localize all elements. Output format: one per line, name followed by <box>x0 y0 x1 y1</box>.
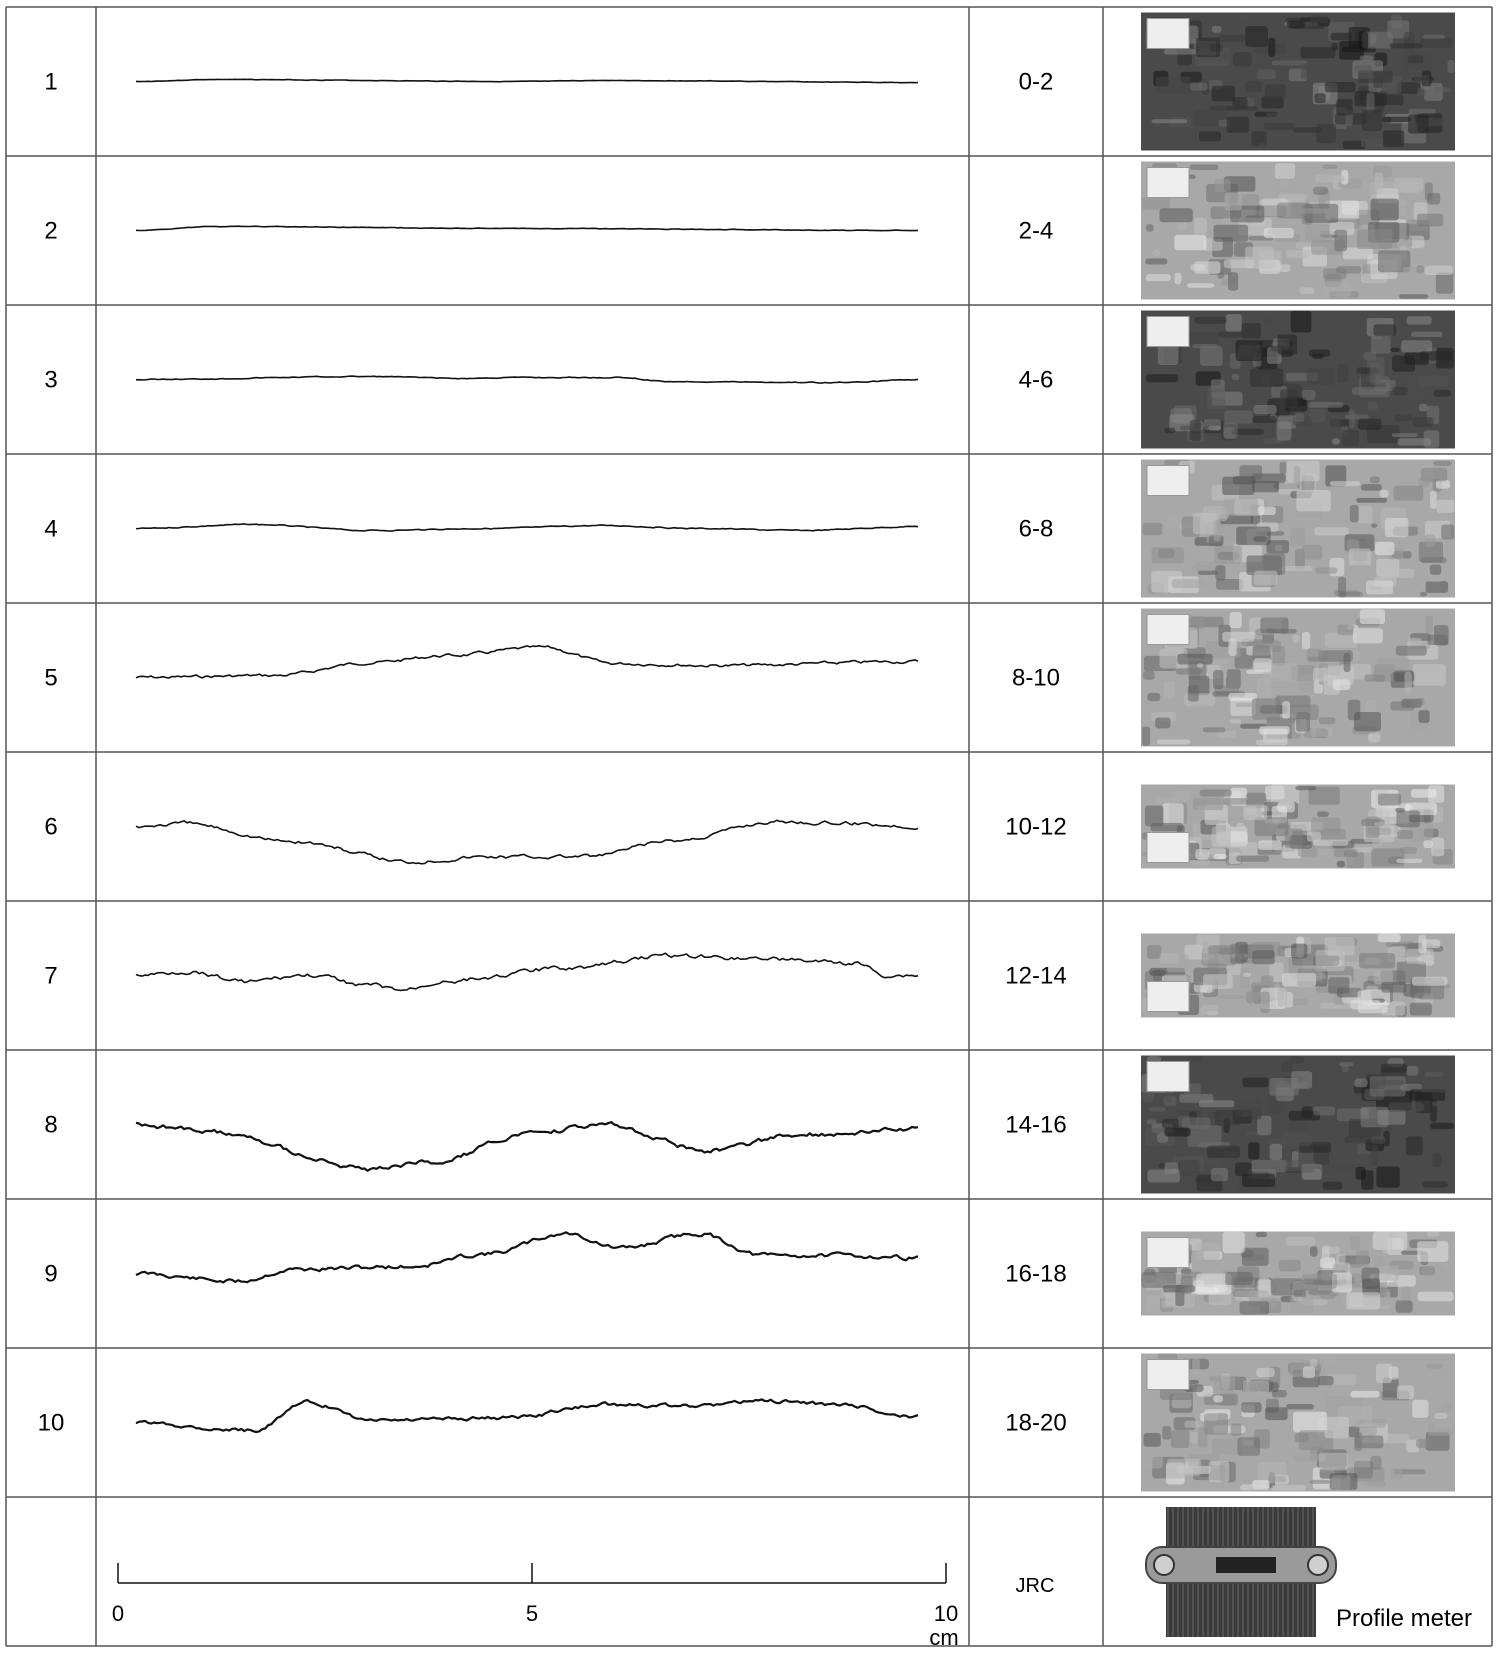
roughness-profile-line <box>135 225 919 232</box>
specimen-photo <box>1141 1055 1455 1194</box>
scale-unit-label: cm <box>929 1625 958 1650</box>
row-number: 2 <box>44 218 57 245</box>
specimen-photo <box>1141 310 1455 449</box>
scale-tick-label: 5 <box>526 1601 538 1626</box>
jrc-range: 0-2 <box>1019 69 1054 96</box>
roughness-profile-line <box>135 644 919 679</box>
roughness-profile-line <box>135 1120 919 1172</box>
specimen-photo <box>1141 933 1455 1018</box>
scale-tick-label: 0 <box>112 1601 124 1626</box>
roughness-profile-line <box>135 523 919 532</box>
table-rows: 1 0-2 2 2-4 3 4-6 4 6-8 5 8-10 6 10-12 7 12-14 8 14-16 9… <box>38 12 1455 1492</box>
specimen-photo <box>1141 161 1455 300</box>
table-row: 8 14-16 <box>44 1055 1455 1194</box>
roughness-profile-line <box>135 819 919 865</box>
table-row: 7 12-14 <box>44 933 1455 1018</box>
row-number: 8 <box>44 1112 57 1139</box>
jrc-range: 16-18 <box>1005 1261 1066 1288</box>
jrc-range: 4-6 <box>1019 367 1054 394</box>
table-grid <box>5 6 1493 1647</box>
row-number: 4 <box>44 516 57 543</box>
specimen-photo <box>1141 608 1455 747</box>
roughness-profile-line <box>135 1231 919 1284</box>
roughness-profile-line <box>135 375 919 384</box>
specimen-photo <box>1141 784 1455 869</box>
scale-tick-label: 10 <box>934 1601 958 1626</box>
roughness-profile-line <box>135 78 919 84</box>
table-row: 6 10-12 <box>44 784 1455 869</box>
table-row: 10 18-20 <box>38 1353 1455 1492</box>
table-row: 4 6-8 <box>44 459 1455 598</box>
row-number: 1 <box>44 69 57 96</box>
row-number: 7 <box>44 963 57 990</box>
specimen-photo <box>1141 1353 1455 1492</box>
row-number: 5 <box>44 665 57 692</box>
jrc-range: 2-4 <box>1019 218 1054 245</box>
profile-meter-photo <box>1145 1507 1337 1637</box>
table-row: 5 8-10 <box>44 608 1455 747</box>
jrc-range: 18-20 <box>1005 1410 1066 1437</box>
row-number: 10 <box>38 1410 65 1437</box>
jrc-range: 6-8 <box>1019 516 1054 543</box>
row-number: 9 <box>44 1261 57 1288</box>
jrc-range: 12-14 <box>1005 963 1066 990</box>
specimen-photo <box>1141 12 1455 151</box>
specimen-photo <box>1141 1231 1455 1316</box>
jrc-column-label: JRC <box>1016 1575 1055 1597</box>
row-number: 6 <box>44 814 57 841</box>
table-row: 2 2-4 <box>44 161 1455 300</box>
jrc-range: 10-12 <box>1005 814 1066 841</box>
table-row: 9 16-18 <box>44 1231 1455 1316</box>
table-row: 1 0-2 <box>44 12 1455 151</box>
row-number: 3 <box>44 367 57 394</box>
specimen-photo <box>1141 459 1455 598</box>
table-row: 3 4-6 <box>44 310 1455 449</box>
roughness-profile-line <box>135 1398 919 1434</box>
roughness-profile-line <box>135 952 919 992</box>
jrc-range: 14-16 <box>1005 1112 1066 1139</box>
jrc-range: 8-10 <box>1012 665 1060 692</box>
profile-meter-label: Profile meter <box>1336 1605 1472 1632</box>
